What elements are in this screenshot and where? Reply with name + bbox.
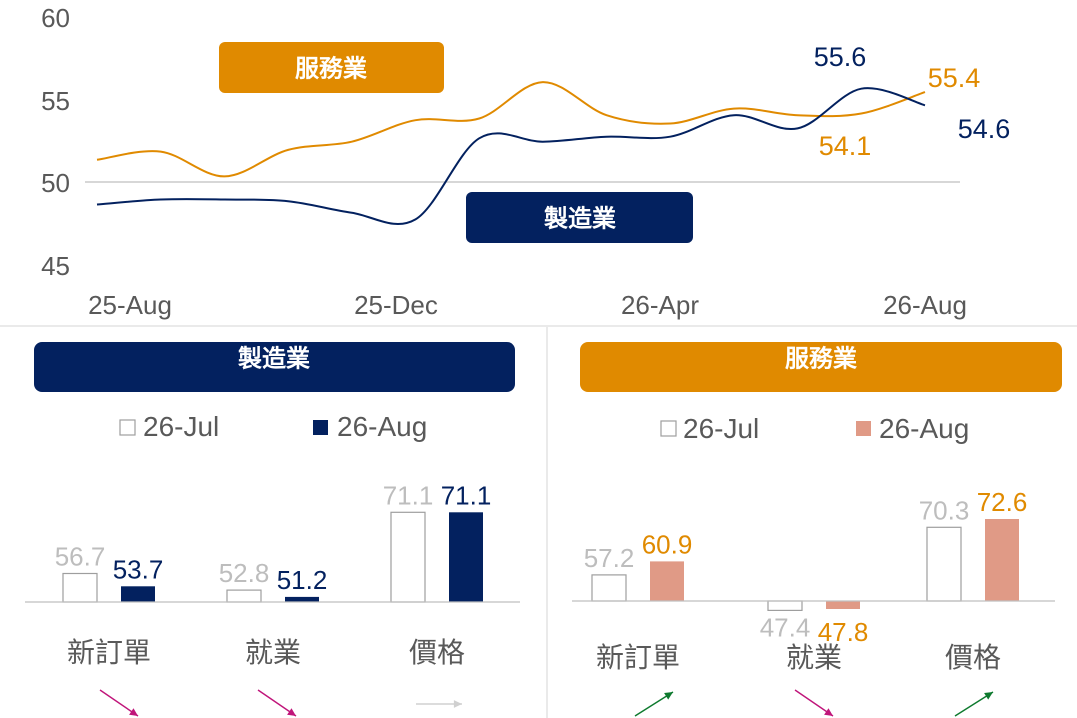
bar-jul: [62, 572, 98, 603]
category-label: 新訂單: [67, 637, 151, 668]
bar-value-label: 56.7: [55, 542, 106, 572]
bar-value-label: 47.8: [818, 617, 869, 647]
bar-aug: [121, 586, 155, 602]
bar-aug: [826, 601, 860, 609]
trend-arrow-head: [984, 692, 993, 700]
services-banner-box: [219, 42, 444, 93]
x-tick-label: 26-Apr: [621, 290, 699, 320]
manufacturing-note-label: 55.6: [814, 42, 867, 72]
bar-jul: [926, 526, 962, 602]
services-end-label: 55.4: [928, 63, 981, 93]
bar-jul: [591, 574, 627, 602]
bar-value-label: 57.2: [584, 543, 635, 573]
bar-value-label: 53.7: [113, 554, 164, 584]
x-axis-ticks: 25-Aug 25-Dec 26-Apr 26-Aug: [88, 290, 967, 320]
legend-label-aug: 26-Aug: [879, 413, 969, 444]
bar-aug: [650, 561, 684, 601]
manufacturing-banner-label: 製造業: [544, 204, 616, 232]
legend-label-aug: 26-Aug: [337, 411, 427, 442]
bar-aug: [985, 519, 1019, 601]
y-tick-label: 60: [41, 3, 70, 33]
category-label: 價格: [409, 637, 465, 668]
services-banner-label: 服務業: [295, 55, 367, 82]
x-tick-label: 25-Aug: [88, 290, 172, 320]
category-label: 價格: [945, 642, 1001, 673]
bar-value-label: 51.2: [277, 565, 328, 595]
y-tick-label: 50: [41, 168, 70, 198]
bar-aug: [285, 596, 319, 602]
manufacturing-panel-title: 製造業: [238, 344, 310, 372]
bar-value-label: 71.1: [441, 480, 492, 510]
category-label: 就業: [786, 642, 842, 673]
bar-value-label: 70.3: [919, 495, 970, 525]
legend-label-jul: 26-Jul: [683, 413, 759, 444]
legend-swatch-jul: [660, 420, 677, 437]
bar-jul: [390, 511, 426, 603]
services-panel-title: 服務業: [785, 345, 857, 372]
x-tick-label: 26-Aug: [883, 290, 967, 320]
bar-value-label: 47.4: [760, 612, 811, 642]
manufacturing-banner-box: [466, 192, 693, 243]
bar-value-label: 60.9: [642, 529, 693, 559]
category-label: 就業: [245, 637, 301, 668]
legend-label-jul: 26-Jul: [143, 411, 219, 442]
services-bars: 57.2 60.9 47.4 47.8 70.3 72.6: [584, 487, 1028, 647]
bar-jul: [767, 600, 803, 611]
manufacturing-banner: 製造業: [466, 192, 693, 243]
y-axis-ticks: 60 55 50 45: [41, 3, 70, 281]
trend-arrow-head: [129, 708, 138, 716]
bar-value-label: 71.1: [383, 480, 434, 510]
series-line-services: [96, 81, 926, 178]
manufacturing-end-label: 54.6: [958, 114, 1011, 144]
x-tick-label: 25-Dec: [354, 290, 438, 320]
services-panel: 服務業 26-Jul 26-Aug 57.2 60.9 47.4 47.8 70.3 72…: [572, 342, 1062, 673]
trend-arrow-head: [824, 708, 833, 716]
manufacturing-panel-banner: [34, 342, 515, 392]
manufacturing-panel: 製造業 26-Jul 26-Aug 56.7 53.7 52.8 51.2 71.1 71…: [25, 342, 520, 668]
legend-swatch-aug: [856, 421, 871, 436]
line-chart: 60 55 50 45 25-Aug 25-Dec 26-Apr 26-Aug …: [41, 3, 1010, 320]
bar-value-label: 72.6: [977, 487, 1028, 517]
bar-jul: [226, 589, 262, 603]
category-label: 新訂單: [596, 642, 680, 673]
bar-value-label: 52.8: [219, 558, 270, 588]
legend-swatch-aug: [313, 420, 328, 435]
bar-aug: [449, 512, 483, 602]
y-tick-label: 55: [41, 86, 70, 116]
trend-arrow-head: [664, 692, 673, 700]
trend-arrow-head: [287, 708, 296, 716]
services-banner: 服務業: [219, 42, 444, 93]
manufacturing-bars: 56.7 53.7 52.8 51.2 71.1 71.1: [55, 480, 492, 603]
y-tick-label: 45: [41, 251, 70, 281]
trend-arrow-head: [453, 700, 462, 708]
services-panel-banner: [580, 342, 1062, 392]
trend-arrows: [99, 689, 994, 717]
services-note-label: 54.1: [819, 131, 872, 161]
legend-swatch-jul: [119, 419, 136, 436]
series-line-manufacturing: [96, 87, 926, 225]
